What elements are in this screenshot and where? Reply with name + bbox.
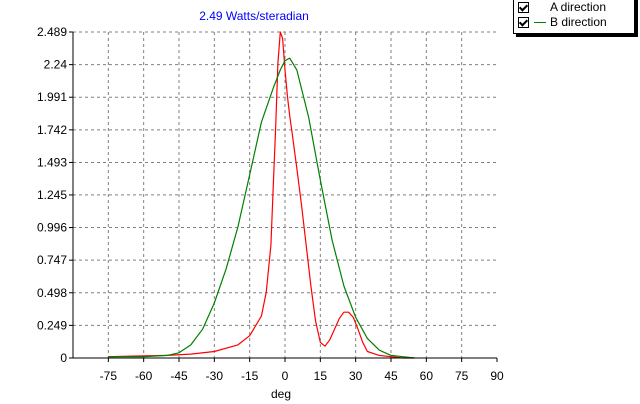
x-tick-label: 45 xyxy=(384,369,398,383)
y-tick-label: 1.742 xyxy=(37,123,67,137)
x-tick-label: 60 xyxy=(420,369,434,383)
x-tick-label: -45 xyxy=(170,369,188,383)
y-tick-label: 0 xyxy=(60,351,67,365)
y-tick-label: 0.249 xyxy=(37,318,67,332)
legend: A direction B direction xyxy=(513,0,635,34)
chart-title: 2.49 Watts/steradian xyxy=(199,9,309,23)
legend-label-a: A direction xyxy=(550,0,607,14)
y-tick-label: 1.493 xyxy=(37,155,67,169)
y-tick-label: 2.24 xyxy=(44,58,68,72)
y-tick-label: 0.498 xyxy=(37,286,67,300)
y-tick-label: 1.991 xyxy=(37,90,67,104)
legend-item-b[interactable]: B direction xyxy=(518,14,607,30)
legend-checkbox-a[interactable] xyxy=(518,1,529,13)
x-tick-label: 75 xyxy=(455,369,469,383)
series-layer xyxy=(108,31,415,359)
x-tick-labels: -75 -60 -45 -30 -15 0 15 30 45 60 75 90 xyxy=(100,369,504,383)
x-tick-label: 0 xyxy=(282,369,289,383)
y-tick-label: 0.747 xyxy=(37,253,67,267)
legend-item-a[interactable]: A direction xyxy=(518,0,606,15)
x-tick-label: -30 xyxy=(206,369,224,383)
x-tick-label: -60 xyxy=(135,369,153,383)
legend-checkbox-b[interactable] xyxy=(518,16,529,28)
y-tick-label: 0.996 xyxy=(37,221,67,235)
axes xyxy=(69,31,498,362)
series-line-a-direction xyxy=(108,31,415,359)
x-tick-label: 30 xyxy=(349,369,363,383)
x-tick-label: 90 xyxy=(490,369,504,383)
x-tick-label: 15 xyxy=(314,369,328,383)
y-tick-label: 2.489 xyxy=(37,25,67,39)
grid-lines xyxy=(73,31,497,358)
x-tick-label: -75 xyxy=(100,369,118,383)
legend-swatch-a xyxy=(534,7,546,8)
x-tick-label: -15 xyxy=(241,369,259,383)
x-axis-label: deg xyxy=(271,387,291,401)
series-line-b-direction xyxy=(108,57,415,359)
y-tick-label: 1.245 xyxy=(37,188,67,202)
legend-label-b: B direction xyxy=(550,15,607,29)
y-tick-labels: 0 0.249 0.498 0.747 0.996 1.245 1.493 1.742 1.99… xyxy=(37,25,67,365)
legend-swatch-b xyxy=(534,21,546,23)
